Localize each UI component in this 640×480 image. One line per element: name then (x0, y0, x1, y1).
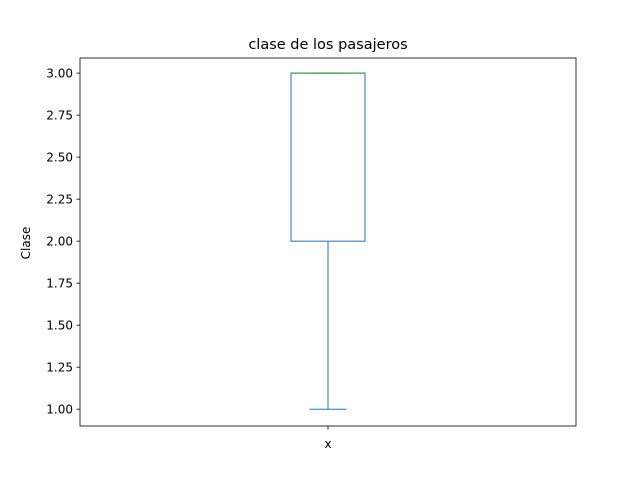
y-axis-label: Clase (19, 227, 33, 260)
x-axis: x (324, 426, 332, 451)
y-tick-label: 2.00 (46, 234, 73, 248)
y-axis: 1.00 1.25 1.50 1.75 2.00 2.25 2.50 2.75 3.00 (46, 66, 80, 416)
boxes (290, 72, 366, 410)
y-tick-label: 2.25 (46, 192, 73, 206)
y-tick-label: 1.25 (46, 360, 73, 374)
y-tick-label: 1.00 (46, 402, 73, 416)
y-tick-label: 2.75 (46, 108, 73, 122)
y-tick-label: 1.50 (46, 318, 73, 332)
y-tick-label: 3.00 (46, 66, 73, 80)
box-iqr (290, 72, 366, 242)
y-tick-label: 2.50 (46, 150, 73, 164)
chart-title: clase de los pasajeros (248, 37, 407, 53)
x-tick-label: x (324, 437, 331, 451)
y-tick-label: 1.75 (46, 276, 73, 290)
